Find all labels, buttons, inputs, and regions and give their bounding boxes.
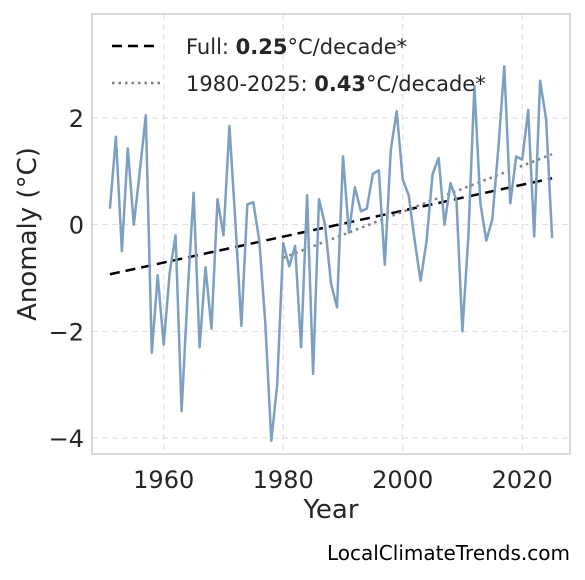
legend-recent-rate: 0.43	[314, 72, 366, 96]
trend-line-recent	[282, 153, 553, 259]
y-axis-ticks: −4 −2 0 2	[49, 105, 84, 453]
x-tick-label: 1960	[133, 466, 194, 494]
legend-full-rate: 0.25	[236, 35, 288, 59]
x-axis-title: Year	[302, 495, 358, 525]
anomaly-series-line	[108, 65, 554, 442]
legend-label-full: Full: 0.25°C/decade*	[186, 35, 407, 59]
y-tick-label: −2	[49, 318, 84, 346]
x-tick-label: 2020	[492, 466, 553, 494]
trend-line-full	[109, 177, 553, 276]
legend-recent-suffix: °C/decade*	[366, 72, 486, 96]
x-tick-label: 2000	[372, 466, 433, 494]
trend-lines	[109, 153, 553, 276]
legend: Full: 0.25°C/decade* 1980-2025: 0.43°C/d…	[112, 35, 486, 96]
data-series	[108, 65, 554, 442]
legend-label-recent: 1980-2025: 0.43°C/decade*	[186, 72, 486, 96]
gridlines	[92, 14, 570, 454]
plot-frame	[91, 13, 571, 455]
legend-recent-prefix: 1980-2025:	[186, 72, 314, 96]
x-axis-ticks: 1960 1980 2000 2020	[133, 466, 553, 494]
legend-full-suffix: °C/decade*	[288, 35, 408, 59]
y-tick-label: 0	[69, 212, 84, 240]
x-tick-label: 1980	[253, 466, 314, 494]
credit-text: LocalClimateTrends.com	[327, 541, 570, 565]
y-tick-label: −4	[49, 425, 84, 453]
y-tick-label: 2	[69, 105, 84, 133]
legend-full-prefix: Full:	[186, 35, 236, 59]
y-axis-title: Anomaly (°C)	[13, 147, 43, 321]
